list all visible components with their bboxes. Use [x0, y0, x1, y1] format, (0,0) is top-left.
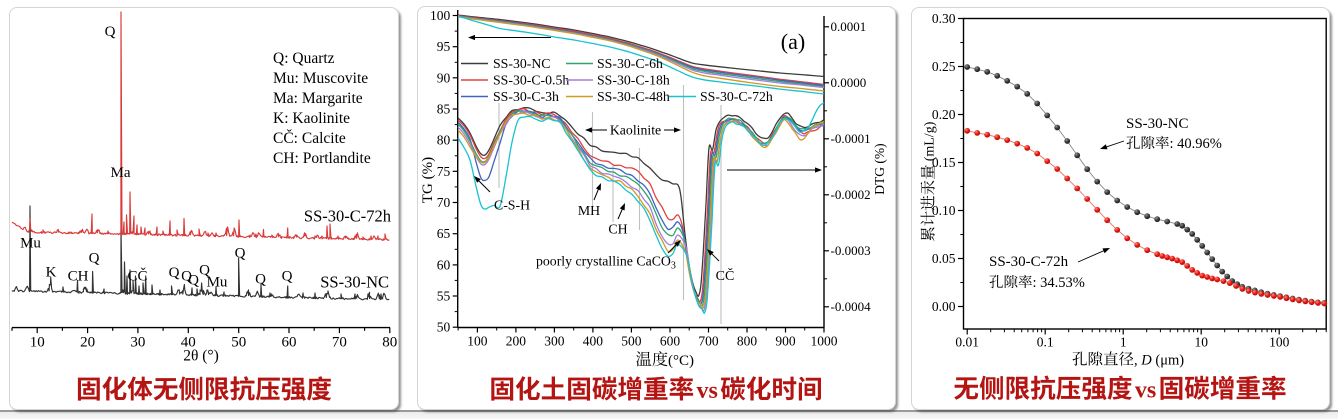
svg-text:90: 90: [437, 70, 451, 85]
svg-text:Q: Q: [89, 251, 100, 267]
svg-text:0.0000: 0.0000: [831, 75, 867, 90]
svg-text:-0.0003: -0.0003: [831, 243, 871, 258]
svg-text:Mu: Mu: [20, 236, 41, 252]
svg-text:1: 1: [1120, 335, 1127, 350]
svg-text:Q: Q: [199, 263, 210, 279]
svg-text:80: 80: [437, 133, 451, 148]
svg-text:vs: vs: [1135, 378, 1156, 404]
svg-text:100: 100: [430, 8, 451, 23]
svg-text:0.00: 0.00: [932, 299, 956, 314]
svg-text:0.05: 0.05: [932, 251, 956, 266]
svg-text:poorly crystalline CaCO3: poorly crystalline CaCO3: [536, 254, 676, 272]
svg-text:Q: Q: [181, 269, 192, 285]
svg-text:70: 70: [437, 195, 451, 210]
svg-text:K: K: [46, 265, 57, 281]
svg-text:Ma: Ma: [111, 165, 131, 181]
svg-text:55: 55: [437, 289, 451, 304]
svg-text:300: 300: [544, 334, 565, 349]
svg-text:SS-30-C-72h: SS-30-C-72h: [304, 207, 392, 226]
svg-text:(°C): (°C): [668, 353, 694, 369]
svg-text:500: 500: [621, 334, 642, 349]
svg-text:CČ: CČ: [127, 268, 147, 285]
svg-text:(mL/g): (mL/g): [923, 121, 938, 161]
svg-text:SS-30-NC: SS-30-NC: [320, 273, 389, 292]
svg-text:SS-30-C-3h: SS-30-C-3h: [493, 89, 559, 104]
svg-text:Q: Quartz: Q: Quartz: [273, 50, 335, 67]
svg-text:CH: CH: [68, 269, 89, 285]
svg-text:0.01: 0.01: [955, 335, 979, 350]
svg-text:K: Kaolinite: K: Kaolinite: [273, 110, 350, 127]
svg-text:, D (μm): , D (μm): [1134, 353, 1184, 369]
svg-text:SS-30-C-48h: SS-30-C-48h: [597, 89, 670, 104]
svg-text:CH: CH: [608, 222, 627, 237]
svg-text:2θ (°): 2θ (°): [183, 348, 219, 365]
svg-text:30: 30: [130, 335, 145, 351]
svg-text:95: 95: [437, 39, 451, 54]
svg-text:-0.0002: -0.0002: [831, 187, 871, 202]
svg-text:C-S-H: C-S-H: [494, 198, 530, 213]
svg-text:200: 200: [506, 334, 527, 349]
svg-text:85: 85: [437, 102, 451, 117]
svg-text:Q: Q: [255, 272, 266, 288]
svg-text:10: 10: [1194, 335, 1208, 350]
svg-text:70: 70: [332, 335, 347, 351]
svg-text:vs: vs: [697, 378, 718, 404]
svg-text:600: 600: [660, 334, 681, 349]
svg-text:-0.0001: -0.0001: [831, 131, 871, 146]
svg-text:SS-30-NC: SS-30-NC: [493, 56, 551, 71]
svg-text:0.10: 0.10: [932, 203, 956, 218]
svg-text:40: 40: [181, 335, 196, 351]
svg-text:(a): (a): [781, 29, 805, 54]
svg-text:CH: Portlandite: CH: Portlandite: [273, 150, 371, 167]
svg-text:0.25: 0.25: [932, 59, 956, 74]
svg-text:CČ: CČ: [716, 267, 735, 284]
svg-text:Q: Q: [169, 265, 180, 281]
svg-text:100: 100: [467, 334, 488, 349]
svg-text:Mu: Mu: [207, 275, 228, 291]
svg-text:Q: Q: [235, 246, 246, 262]
svg-text:65: 65: [437, 226, 451, 241]
svg-text:10: 10: [30, 335, 45, 351]
svg-text:400: 400: [583, 334, 604, 349]
svg-text:-0.0004: -0.0004: [831, 299, 872, 314]
svg-text:TG (%): TG (%): [420, 157, 436, 203]
svg-text:Q: Q: [105, 24, 116, 40]
svg-text:1000: 1000: [811, 334, 838, 349]
svg-text:800: 800: [737, 334, 758, 349]
svg-text:60: 60: [282, 335, 297, 351]
svg-text:100: 100: [1269, 335, 1290, 350]
svg-text:900: 900: [775, 334, 796, 349]
svg-text:20: 20: [80, 335, 95, 351]
svg-text:75: 75: [437, 164, 451, 179]
svg-text:SS-30-C-72h: SS-30-C-72h: [700, 89, 773, 104]
svg-text:SS-30-NC: SS-30-NC: [1126, 116, 1189, 132]
svg-text:SS-30-C-18h: SS-30-C-18h: [597, 73, 670, 88]
svg-text:700: 700: [698, 334, 719, 349]
svg-text:50: 50: [231, 335, 246, 351]
svg-text:SS-30-C-0.5h: SS-30-C-0.5h: [493, 73, 569, 88]
svg-text:0.30: 0.30: [932, 11, 956, 26]
svg-text:: 40.96%: : 40.96%: [1170, 136, 1222, 152]
svg-text:0.20: 0.20: [932, 107, 956, 122]
svg-text:Ma: Margarite: Ma: Margarite: [273, 90, 363, 107]
svg-text:Kaolinite: Kaolinite: [610, 123, 661, 138]
svg-text:DTG (%): DTG (%): [872, 143, 887, 194]
svg-text:MH: MH: [578, 203, 600, 218]
svg-text:0.1: 0.1: [1037, 335, 1054, 350]
svg-text:0.0001: 0.0001: [831, 19, 867, 34]
svg-text:Q: Q: [188, 273, 199, 289]
svg-text:60: 60: [437, 257, 451, 272]
svg-text:CČ: Calcite: CČ: Calcite: [273, 130, 346, 147]
svg-text:Q: Q: [282, 269, 293, 285]
svg-text:Mu: Muscovite: Mu: Muscovite: [273, 70, 368, 87]
svg-text:SS-30-C-6h: SS-30-C-6h: [597, 56, 663, 71]
svg-text:SS-30-C-72h: SS-30-C-72h: [989, 254, 1069, 270]
svg-text:50: 50: [437, 320, 451, 335]
svg-text:80: 80: [382, 335, 397, 351]
svg-text:: 34.53%: : 34.53%: [1033, 275, 1085, 291]
svg-text:0.15: 0.15: [932, 155, 956, 170]
